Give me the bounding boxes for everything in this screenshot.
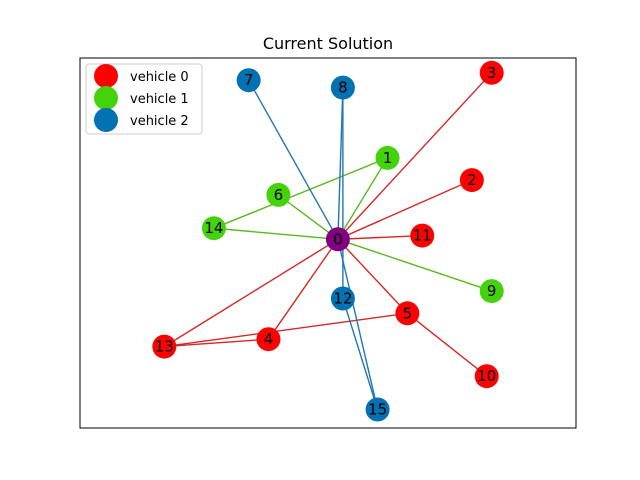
customer-node-15-marker [365,397,390,422]
customer-node-3-marker [479,60,504,85]
customer-node-8: 8 [330,75,355,100]
customer-node-11-label: 11 [413,227,432,245]
customer-node-12-label: 12 [333,290,352,308]
customer-node-1-marker [375,145,400,170]
legend-marker-vehicle-2 [94,108,118,132]
customer-node-13: 13 [152,334,177,359]
customer-node-1-label: 1 [383,149,393,167]
customer-node-1: 1 [375,145,400,170]
customer-node-10: 10 [474,364,499,389]
route-edge-vehicle-0 [337,238,408,314]
depot-node: 0 [325,227,350,252]
customer-node-11-marker [410,223,435,248]
customer-node-14: 14 [201,216,226,241]
customer-node-6: 6 [266,182,291,207]
route-edge-vehicle-0 [267,238,339,340]
customer-node-10-label: 10 [477,367,496,385]
customer-node-12-marker [330,286,355,311]
route-edge-vehicle-1 [277,194,339,240]
customer-node-3-label: 3 [487,64,497,82]
customer-node-2-label: 2 [467,171,477,189]
route-edge-vehicle-0 [337,234,423,240]
route-edges [163,72,493,410]
depot-node-marker [325,227,350,252]
route-edge-vehicle-0 [164,312,408,348]
customer-node-15: 15 [365,397,390,422]
route-edge-vehicle-2 [248,79,339,240]
customer-node-9: 9 [479,279,504,304]
customer-node-13-marker [152,334,177,359]
customer-node-4: 4 [256,327,281,352]
customer-node-3: 3 [479,60,504,85]
axes-frame [79,57,577,429]
route-edge-vehicle-0 [337,179,473,240]
customer-node-7: 7 [236,68,261,93]
customer-node-6-marker [266,182,291,207]
customer-node-2-marker [459,168,484,193]
customer-node-8-marker [330,75,355,100]
depot-node-label: 0 [333,230,343,248]
route-edge-vehicle-0 [164,338,269,348]
customer-node-5: 5 [395,301,420,326]
customer-node-9-marker [479,279,504,304]
route-edge-vehicle-1 [213,227,338,240]
customer-node-11: 11 [410,223,435,248]
customer-node-15-label: 15 [368,401,387,419]
route-edge-vehicle-2 [337,239,379,410]
legend: vehicle 0 vehicle 1 vehicle 2 [85,63,203,135]
route-edge-vehicle-2 [342,298,379,410]
legend-marker-vehicle-1 [94,86,118,110]
customer-node-14-label: 14 [204,219,223,237]
route-edge-vehicle-1 [337,238,492,292]
legend-label-vehicle-1: vehicle 1 [130,92,189,107]
route-edge-vehicle-1 [213,157,388,229]
route-edge-vehicle-0 [406,312,488,377]
route-edge-vehicle-0 [337,72,493,240]
route-edge-vehicle-2 [337,87,344,240]
customer-node-2: 2 [459,168,484,193]
customer-node-4-label: 4 [264,330,274,348]
customer-node-6-label: 6 [274,186,284,204]
chart-title: Current Solution [263,34,393,53]
customer-node-13-label: 13 [155,338,174,356]
route-edge-vehicle-0 [163,238,339,348]
route-edge-vehicle-1 [337,157,389,240]
customer-node-4-marker [256,327,281,352]
customer-node-14-marker [201,216,226,241]
customer-node-9-label: 9 [487,282,497,300]
legend-marker-vehicle-0 [94,64,118,88]
customer-node-7-label: 7 [244,71,254,89]
legend-label-vehicle-0: vehicle 0 [130,70,189,85]
customer-node-10-marker [474,364,499,389]
legend-label-vehicle-2: vehicle 2 [130,114,189,129]
customer-node-5-label: 5 [403,304,413,322]
customer-node-5-marker [395,301,420,326]
customer-node-8-label: 8 [338,79,348,97]
customer-node-7-marker [236,68,261,93]
customer-node-12: 12 [330,286,355,311]
